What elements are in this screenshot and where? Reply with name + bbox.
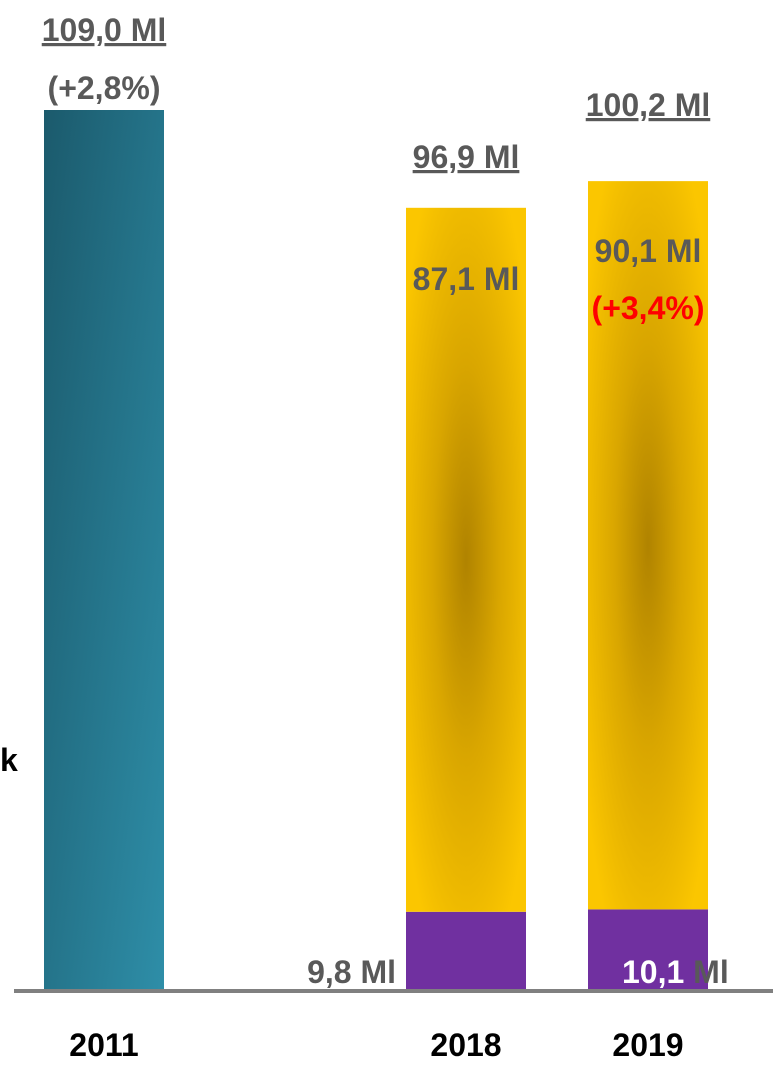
upper-label-2019: 90,1 Ml: [595, 233, 702, 269]
truncated-side-label: k: [0, 742, 18, 778]
bar-main-2011: [44, 110, 164, 991]
bar-lower-2018: [406, 911, 526, 991]
change-label-2011: (+2,8%): [48, 70, 161, 106]
bar-lower-2019: [588, 909, 708, 991]
x-tick-label-2019: 2019: [612, 1027, 683, 1063]
x-tick-label-2018: 2018: [430, 1027, 501, 1063]
labels-layer: 109,0 Ml (+2,8%) 96,9 Ml 87,1 Ml 9,8 Ml 100,2…: [42, 12, 729, 1063]
lower-label-2019: 10,1 Ml: [622, 954, 729, 990]
lower-label-2018: 9,8 Ml: [307, 954, 396, 990]
bar-upper-2018: [406, 207, 526, 912]
bar-upper-2019: [588, 181, 708, 910]
total-label-2019: 100,2 Ml: [586, 87, 711, 123]
upper-label-2018: 87,1 Ml: [413, 261, 520, 297]
total-label-2018: 96,9 Ml: [413, 139, 520, 175]
change-label-2019: (+3,4%): [592, 290, 705, 326]
lower-label-2019-unit: Ml: [684, 954, 728, 990]
x-tick-label-2011: 2011: [69, 1027, 138, 1063]
lower-label-2019-value: 10,1: [622, 954, 684, 990]
bars-layer: [44, 110, 708, 991]
total-label-2011: 109,0 Ml: [42, 12, 167, 48]
